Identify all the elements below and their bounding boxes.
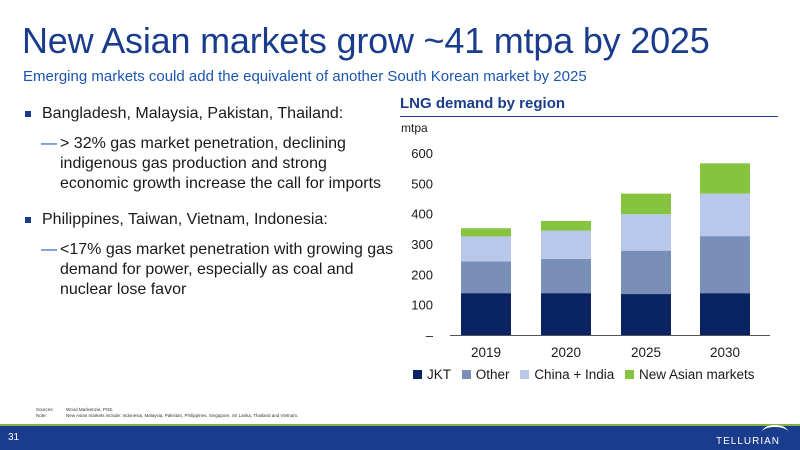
legend-item-new-asian-markets: New Asian markets xyxy=(625,367,755,382)
square-bullet-icon xyxy=(25,217,31,223)
chart-title: LNG demand by region xyxy=(400,95,566,112)
footer-accent-line xyxy=(0,424,800,426)
company-logo: TELLURIAN xyxy=(716,436,781,447)
bar-segment xyxy=(541,293,591,335)
legend-label: JKT xyxy=(427,367,452,382)
sub-bullet-item: — > 32% gas market penetration, declinin… xyxy=(24,134,394,194)
bar-segment xyxy=(700,293,750,335)
y-axis-unit-label: mtpa xyxy=(401,121,428,135)
bar-segment xyxy=(461,236,511,262)
sources-label: Sources: xyxy=(36,407,54,412)
bullet-text: Philippines, Taiwan, Vietnam, Indonesia: xyxy=(42,211,328,228)
dash-marker: — xyxy=(41,135,57,152)
bar-segment xyxy=(461,228,511,237)
stacked-bar-chart: – 100 200 300 400 500 600 2019 2020 2025 2030 xyxy=(411,146,770,360)
footer-bar xyxy=(0,426,800,450)
legend-swatch xyxy=(461,370,471,379)
y-tick-label: – xyxy=(426,328,434,343)
legend-label: Other xyxy=(475,367,510,382)
y-tick-label: 100 xyxy=(411,298,433,313)
note-text: New Asian markets include: Indonesia, Ma… xyxy=(66,413,299,418)
y-tick-label: 400 xyxy=(411,207,433,222)
bar-segment xyxy=(621,214,671,251)
x-tick-label: 2025 xyxy=(631,345,661,360)
legend-swatch xyxy=(413,370,422,379)
chart-legend: JKT Other China + India New Asian market… xyxy=(413,367,762,382)
legend-label: China + India xyxy=(534,367,615,382)
bar-segment xyxy=(461,293,511,335)
bullet-list: Bangladesh, Malaysia, Pakistan, Thailand… xyxy=(24,104,394,300)
bar-segment xyxy=(621,193,671,215)
bar-segment xyxy=(541,220,591,231)
bar-segment xyxy=(700,163,750,194)
square-bullet-icon xyxy=(25,111,31,117)
footnotes: Sources: Wood Mackenzie, PGE. Note: New As… xyxy=(36,407,298,419)
slide-subtitle: Emerging markets could add the equivalen… xyxy=(23,68,587,85)
bar-segment xyxy=(541,230,591,259)
note-label: Note: xyxy=(36,413,47,418)
legend-item-china-india: China + India xyxy=(520,367,614,382)
x-tick-label: 2019 xyxy=(471,345,501,360)
bullet-item: Philippines, Taiwan, Vietnam, Indonesia: xyxy=(24,210,394,230)
bar-segment xyxy=(541,258,591,294)
chart-header: LNG demand by region xyxy=(400,95,778,117)
x-tick-label: 2020 xyxy=(551,345,581,360)
sub-bullet-item: — <17% gas market penetration with growi… xyxy=(24,240,394,300)
x-tick-label: 2030 xyxy=(710,345,740,360)
logo-arc-icon xyxy=(762,425,788,439)
sources-text: Wood Mackenzie, PGE. xyxy=(66,407,114,412)
bar-segment xyxy=(621,294,671,335)
legend-label: New Asian markets xyxy=(639,367,755,382)
note-line: Note: New Asian markets include: Indonesi… xyxy=(36,413,298,419)
page-number: 31 xyxy=(8,432,20,443)
sub-bullet-text: > 32% gas market penetration, declining … xyxy=(60,135,382,192)
legend-swatch xyxy=(520,370,530,379)
bullet-text: Bangladesh, Malaysia, Pakistan, Thailand… xyxy=(42,105,344,122)
y-tick-label: 300 xyxy=(411,237,433,252)
y-tick-label: 500 xyxy=(411,176,433,191)
sources-note: Sources: Wood Mackenzie, PGE. xyxy=(36,407,298,413)
slide-title: New Asian markets grow ~41 mtpa by 2025 xyxy=(22,20,710,61)
legend-item-jkt: JKT xyxy=(413,367,451,382)
legend-item-other: Other xyxy=(461,367,510,382)
dash-marker: — xyxy=(41,241,57,258)
y-tick-label: 200 xyxy=(411,267,433,282)
bar-segment xyxy=(461,261,511,294)
sub-bullet-text: <17% gas market penetration with growing… xyxy=(60,241,394,298)
bar-segment xyxy=(700,193,750,237)
y-tick-label: 600 xyxy=(411,146,433,161)
bar-segment xyxy=(621,250,671,295)
bar-segment xyxy=(700,236,750,294)
bullet-item: Bangladesh, Malaysia, Pakistan, Thailand… xyxy=(24,104,394,124)
legend-swatch xyxy=(625,370,635,379)
